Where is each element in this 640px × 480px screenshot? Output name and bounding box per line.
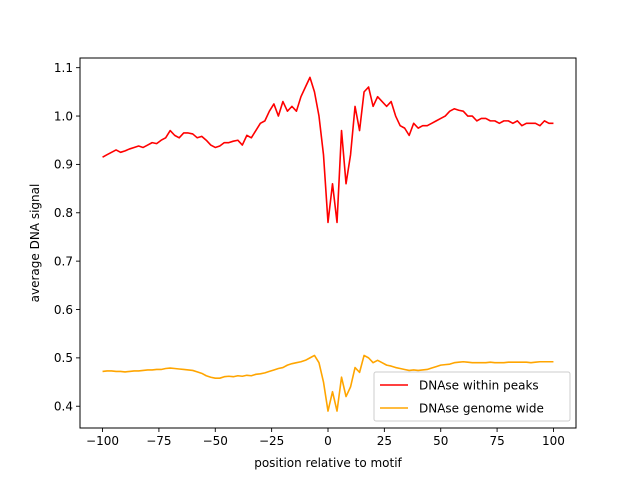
- y-tick-label: 0.9: [54, 158, 73, 172]
- x-tick-label: −50: [203, 434, 228, 448]
- y-tick-label: 0.7: [54, 254, 73, 268]
- legend-label-peaks: DNAse within peaks: [419, 379, 539, 393]
- y-tick-label: 1.0: [54, 109, 73, 123]
- x-tick-label: −25: [259, 434, 284, 448]
- y-axis-label: average DNA signal: [28, 184, 42, 303]
- x-tick-label: 25: [377, 434, 392, 448]
- x-tick-label: 75: [489, 434, 504, 448]
- series-layer: [102, 76, 554, 412]
- x-tick-label: 0: [324, 434, 332, 448]
- x-tick-label: 50: [433, 434, 448, 448]
- y-tick-label: 0.5: [54, 351, 73, 365]
- y-tick-label: 0.8: [54, 206, 73, 220]
- y-tick-label: 0.4: [54, 400, 73, 414]
- x-axis-label: position relative to motif: [254, 456, 402, 470]
- y-axis: 0.4 0.5 0.6 0.7 0.8 0.9 1.0 1.1: [54, 61, 80, 414]
- x-axis: −100 −75 −50 −25 0 25 50 75 100: [86, 428, 565, 448]
- legend-box: [373, 371, 571, 422]
- y-tick-label: 1.1: [54, 61, 73, 75]
- series-line-peaks: [102, 76, 554, 224]
- y-tick-label: 0.6: [54, 303, 73, 317]
- x-tick-label: −100: [86, 434, 119, 448]
- x-tick-label: −75: [146, 434, 171, 448]
- x-tick-label: 100: [542, 434, 565, 448]
- series-line-genome: [102, 354, 554, 412]
- legend-label-genome: DNAse genome wide: [419, 402, 544, 416]
- legend: DNAse within peaks DNAse genome wide: [373, 371, 571, 422]
